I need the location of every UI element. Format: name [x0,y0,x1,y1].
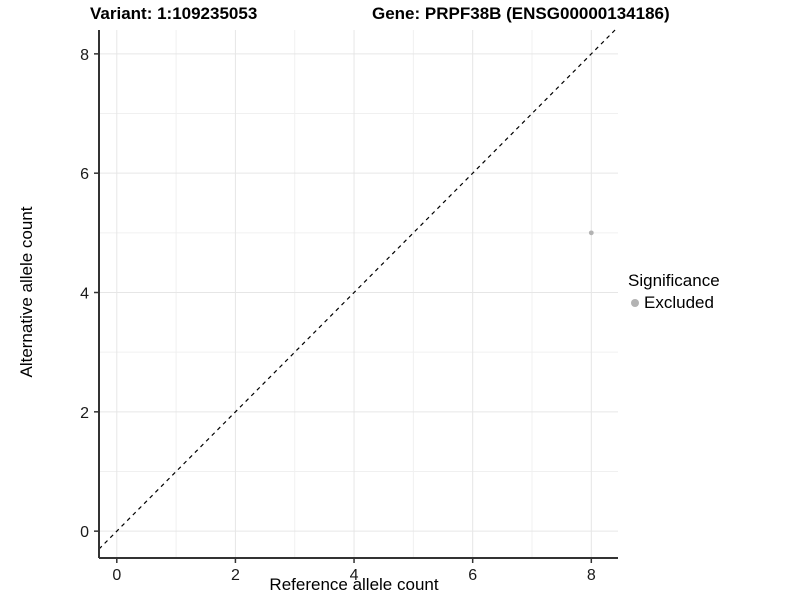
y-tick-label: 6 [80,166,89,183]
identity-dashed-line [98,29,616,550]
x-axis-label: Reference allele count [269,575,439,594]
y-tick-label: 4 [80,286,89,303]
x-tick-label: 8 [587,567,596,584]
data-point [588,230,594,236]
legend-title: Significance [628,271,720,290]
x-tick-label: 0 [112,567,121,584]
y-tick-label: 8 [80,47,89,64]
plot-title-variant: Variant: 1:109235053 [90,4,258,23]
legend-point-swatch [631,299,639,307]
x-tick-label: 4 [350,567,359,584]
y-tick-label: 0 [80,524,89,541]
y-tick-label: 2 [80,405,89,422]
legend-item-label: Excluded [644,293,714,312]
legend-item-excluded: Excluded [628,293,720,313]
legend: Significance Excluded [628,271,720,313]
x-tick-label: 2 [231,567,240,584]
x-tick-label: 6 [468,567,477,584]
plot-title-gene: Gene: PRPF38B (ENSG00000134186) [372,4,670,23]
